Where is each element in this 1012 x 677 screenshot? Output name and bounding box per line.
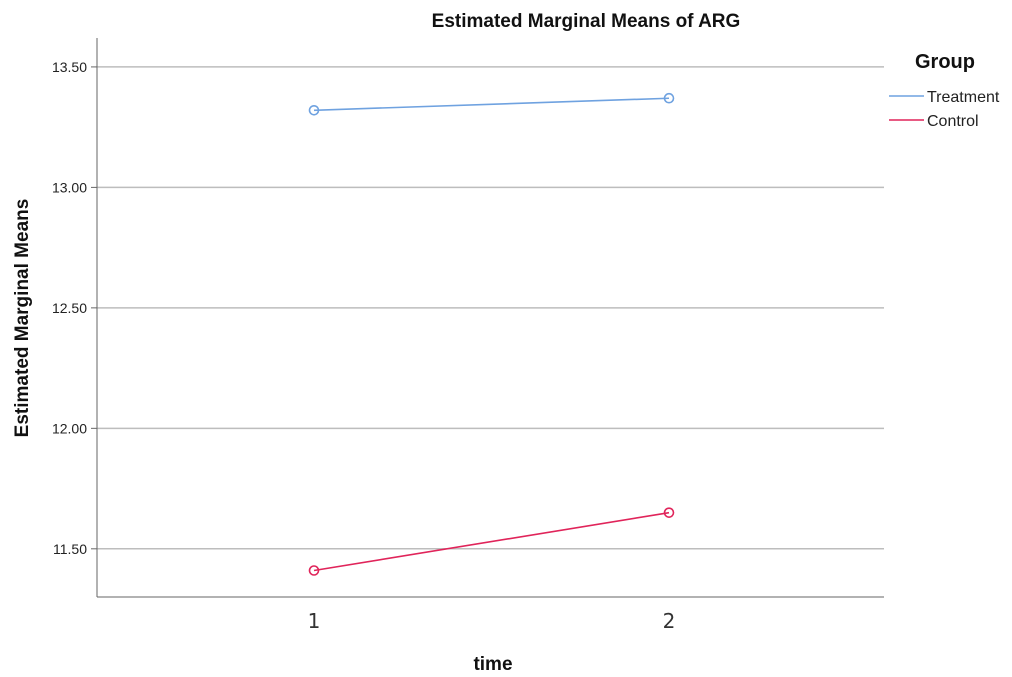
y-tick-label: 12.00 (52, 420, 87, 436)
series-line (313, 511, 670, 572)
x-tick-label: 2 (663, 609, 676, 633)
x-tick-label: 1 (308, 609, 321, 633)
chart-title: Estimated Marginal Means of ARG (432, 11, 741, 32)
series-treatment (308, 92, 675, 116)
legend-label: Control (927, 113, 979, 130)
legend-title: Group (915, 51, 975, 73)
legend-label: Treatment (927, 89, 1000, 106)
data-point (663, 507, 675, 518)
gridlines (97, 66, 884, 550)
data-point (308, 104, 320, 116)
legend-items: Treatment Control (889, 89, 1000, 130)
legend: Group Treatment Control (889, 51, 1000, 130)
y-tick-label: 13.50 (52, 59, 87, 75)
series-group (308, 92, 675, 576)
x-axis-title: time (473, 654, 512, 675)
y-tick-label: 13.00 (52, 179, 87, 195)
y-tick-label: 11.50 (53, 541, 87, 557)
y-tick-label: 12.50 (52, 300, 87, 316)
y-tick-labels: 11.50 12.00 12.50 13.00 13.50 (52, 59, 97, 557)
series-line (313, 97, 670, 112)
data-point (663, 92, 675, 104)
series-control (308, 507, 675, 576)
y-axis-title: Estimated Marginal Means (12, 199, 33, 438)
data-point (308, 565, 320, 576)
